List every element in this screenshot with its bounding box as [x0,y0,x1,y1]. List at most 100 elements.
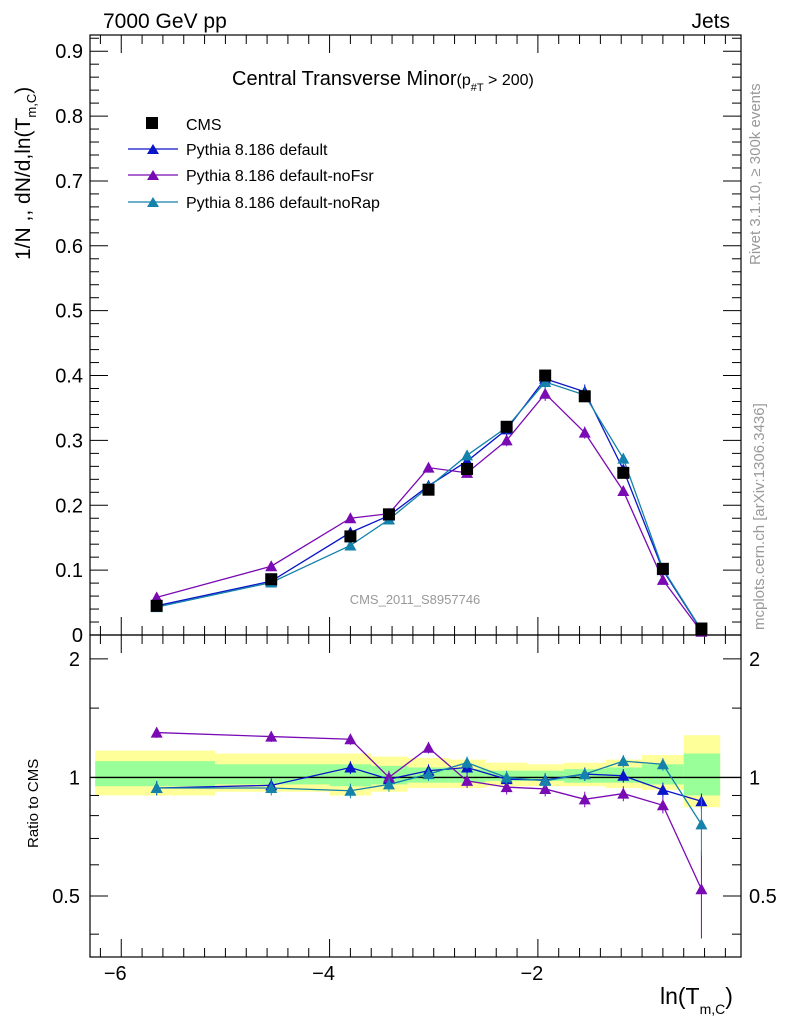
legend-marker-norap [147,197,159,207]
ratio-y-tick-label-right: 0.5 [749,886,777,908]
ratio-panel-frame [89,634,742,958]
point-nofsr [422,461,435,473]
main-y-tick-label: 0.1 [55,560,83,582]
legend-marker-default [147,144,159,154]
analysis-watermark: CMS_2011_S8957746 [350,592,481,607]
main-y-tick-label: 0.5 [55,301,83,323]
ratio-y-tick-label: 2 [69,649,80,671]
main-y-tick-label: 0.9 [55,41,83,63]
ratio-y-tick-label-right: 2 [749,649,760,671]
point-nofsr [617,787,630,799]
point-norap [578,768,591,780]
point-nofsr [265,730,278,742]
point-nofsr [578,793,591,805]
point-default [617,769,630,781]
point-cms [422,483,435,496]
series-line-default [156,766,702,802]
main-panel-series [150,369,708,637]
point-nofsr [500,781,513,793]
ratio-band-inner [683,753,721,796]
point-nofsr [578,426,591,438]
main-y-tick-label: 0.7 [55,171,83,193]
axes: 0.9 0.8 0.7 0.6 0.5 0.4 0.3 0.2 0.1 0 −6 −4 −2 2 2 1 1 0.… [52,35,777,985]
legend-marker-cms [146,117,158,129]
x-axis-label: ln(Tm,C) [660,983,733,1017]
ratio-band-inner [214,764,330,785]
ratio-band-inner [95,761,215,787]
point-nofsr [150,726,163,738]
series-line-norap [156,760,702,825]
point-cms [265,573,278,586]
x-tick-label: −2 [520,963,543,985]
series-line-nofsr [156,392,702,633]
point-norap [539,774,552,786]
ratio-y-tick-label: 0.5 [52,886,80,908]
ratio-y-tick-label-right: 1 [749,767,760,789]
point-nofsr [344,733,357,745]
ratio-uncertainty-bands [90,735,741,808]
point-cms [150,599,163,612]
ratio-panel-series [150,726,708,939]
main-y-tick-label: 0 [72,625,83,647]
point-cms [500,420,513,433]
point-nofsr [539,387,552,399]
mcplots-label: mcplots.cern.ch [arXiv:1306.3436] [751,403,768,630]
point-nofsr [422,741,435,753]
series-line-default [156,378,702,631]
ratio-y-tick-label: 1 [69,767,80,789]
legend-label-norap: Pythia 8.186 default-noRap [186,195,380,212]
point-cms [578,390,591,403]
x-tick-label: −4 [312,963,335,985]
point-norap [265,782,278,794]
main-y-tick-label: 0.4 [55,366,83,388]
main-y-tick-label: 0.8 [55,106,83,128]
point-norap [382,778,395,790]
point-nofsr [617,485,630,496]
point-cms [656,562,669,575]
point-norap [461,756,474,768]
main-y-tick-label: 0.3 [55,430,83,452]
point-norap [344,539,357,551]
series-line-norap [156,381,702,631]
point-nofsr [500,434,513,446]
point-cms [344,530,357,543]
point-default [656,783,669,795]
point-nofsr [344,512,357,524]
rivet-label: Rivet 3.1.10, ≥ 300k events [747,83,764,265]
legend-marker-nofsr [147,170,159,180]
point-nofsr [461,774,474,786]
main-y-tick-label: 0.2 [55,495,83,517]
main-y-tick-label: 0.6 [55,236,83,258]
point-norap [500,771,513,783]
point-nofsr [539,782,552,794]
point-cms [617,466,630,479]
legend-label-cms: CMS [186,117,222,134]
point-norap [695,818,708,830]
point-norap [461,449,474,461]
chart-title: Central Transverse Minor(p#T > 200) [232,68,534,94]
point-norap [656,758,669,770]
main-y-axis-label: 1/N ,, dN/d,ln(Tm,C) [12,87,39,260]
ratio-y-axis-label: Ratio to CMS [25,759,42,848]
point-nofsr [695,883,708,895]
point-nofsr [382,771,395,783]
point-nofsr [265,560,278,572]
header-right: Jets [691,10,730,33]
legend-label-nofsr: Pythia 8.186 default-noFsr [186,168,374,185]
point-norap [150,782,163,794]
point-norap [617,755,630,767]
point-cms [461,462,474,475]
point-nofsr [656,573,669,585]
header-left: 7000 GeV pp [103,10,227,33]
point-cms [695,622,708,635]
legend-label-default: Pythia 8.186 default [186,142,328,159]
series-line-nofsr [156,731,703,890]
point-nofsr [656,799,669,811]
x-tick-label: −6 [104,963,127,985]
point-default [344,761,357,773]
point-nofsr [150,591,163,603]
point-norap [617,452,630,464]
point-cms [382,508,395,521]
point-norap [422,768,435,780]
